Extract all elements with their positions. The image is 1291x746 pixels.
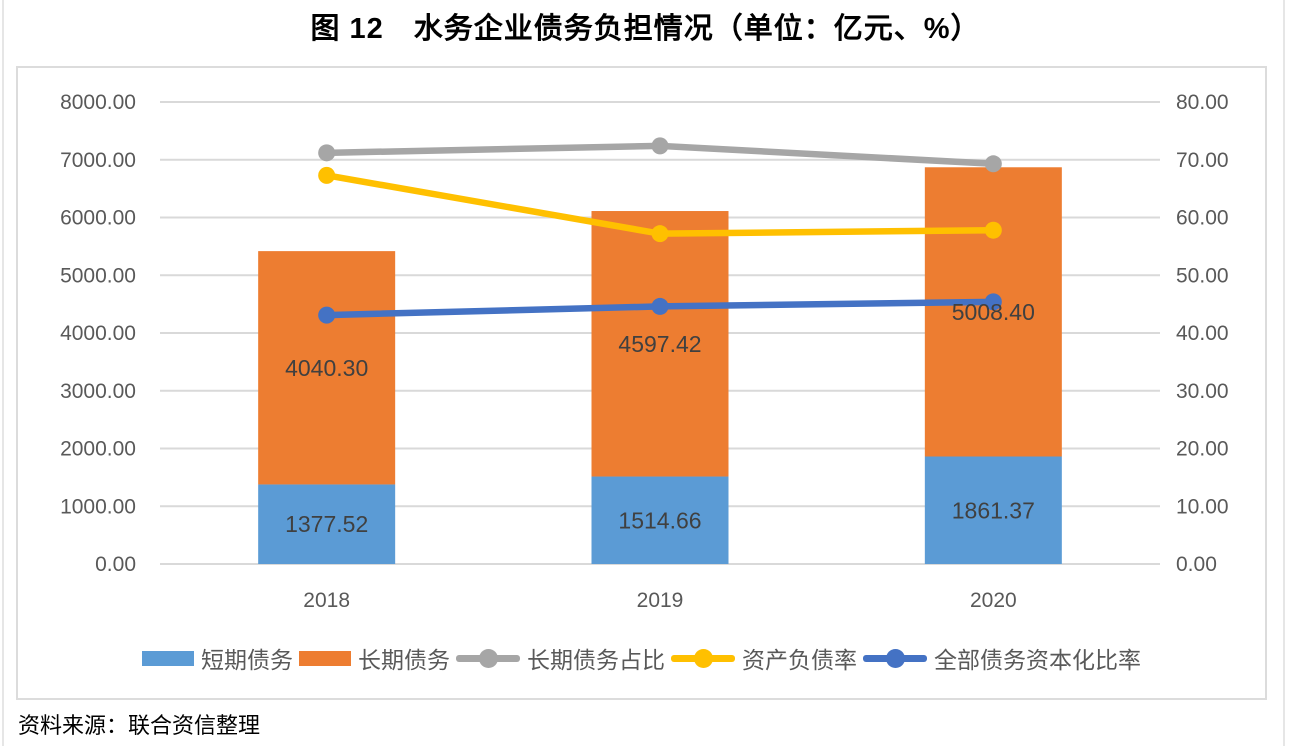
page-border-right — [1283, 0, 1285, 746]
legend-item-line-1: 长期债务占比 — [456, 641, 665, 675]
bar-segment-long-term-debt — [924, 167, 1062, 457]
page-border-left — [2, 0, 4, 746]
legend-line-dot — [886, 648, 905, 668]
right-axis-tick: 60.00 — [1176, 207, 1229, 230]
bar-segment-short-term-debt — [258, 484, 396, 564]
left-axis-tick: 4000.00 — [60, 322, 136, 345]
chart-legend: 短期债务 长期债务 长期债务占比 资产负债率 全部债务资本化比率 — [18, 641, 1265, 675]
bar-segment-long-term-debt — [591, 211, 729, 477]
bar-value-label: 5008.40 — [952, 299, 1035, 325]
legend-item-bar-1: 短期债务 — [142, 641, 293, 675]
left-axis-tick: 0.00 — [95, 553, 136, 576]
line-marker-series-1 — [651, 137, 669, 155]
line-marker-series-3 — [318, 306, 336, 324]
right-axis-tick: 20.00 — [1176, 438, 1229, 461]
bar-value-label: 4040.30 — [285, 355, 368, 381]
left-axis-tick: 7000.00 — [60, 149, 136, 172]
line-marker-series-2 — [651, 225, 669, 243]
legend-line-swatch — [863, 648, 927, 668]
legend-line-swatch — [456, 648, 520, 668]
legend-label: 短期债务 — [201, 647, 293, 673]
legend-item-line-3: 全部债务资本化比率 — [863, 641, 1141, 675]
source-note: 资料来源：联合资信整理 — [18, 713, 261, 738]
legend-item-bar-2: 长期债务 — [299, 641, 450, 675]
legend-label: 资产负债率 — [742, 647, 857, 673]
left-axis-tick: 1000.00 — [60, 495, 136, 518]
legend-item-line-2: 资产负债率 — [671, 641, 857, 675]
left-axis-tick: 5000.00 — [60, 264, 136, 287]
line-marker-series-2 — [984, 221, 1002, 239]
chart-plot-area: 0.00 1000.00 2000.00 3000.00 4000.00 5000.00 6… — [60, 91, 1229, 612]
right-axis-tick: 40.00 — [1176, 322, 1229, 345]
bar-value-label: 1861.37 — [952, 497, 1035, 523]
left-axis-tick: 3000.00 — [60, 380, 136, 403]
bar-value-label: 4597.42 — [618, 331, 701, 357]
category-label: 2018 — [303, 589, 350, 612]
line-marker-series-1 — [984, 155, 1002, 173]
legend-label: 长期债务占比 — [527, 647, 665, 673]
bar-value-label: 1514.66 — [618, 507, 701, 533]
line-marker-series-3 — [984, 293, 1002, 311]
legend-label: 全部债务资本化比率 — [934, 647, 1141, 673]
legend-line-swatch — [671, 648, 735, 668]
chart-frame: 0.00 1000.00 2000.00 3000.00 4000.00 5000.00 6… — [16, 66, 1267, 700]
line-marker-series-1 — [318, 144, 336, 162]
bar-value-label: 1377.52 — [285, 511, 368, 537]
left-axis-tick: 8000.00 — [60, 91, 136, 114]
category-label: 2020 — [970, 589, 1017, 612]
right-axis-tick: 10.00 — [1176, 495, 1229, 518]
right-axis-tick: 0.00 — [1176, 553, 1217, 576]
bar-segment-short-term-debt — [591, 476, 729, 564]
bar-segment-long-term-debt — [258, 251, 396, 485]
legend-line-dot — [694, 648, 713, 668]
right-axis-tick: 50.00 — [1176, 264, 1229, 287]
legend-label: 长期债务 — [358, 647, 450, 673]
bar-segment-short-term-debt — [924, 456, 1062, 564]
left-axis-tick: 2000.00 — [60, 438, 136, 461]
line-marker-series-2 — [318, 166, 336, 184]
right-axis-tick: 30.00 — [1176, 380, 1229, 403]
left-axis-tick: 6000.00 — [60, 207, 136, 230]
category-label: 2019 — [637, 589, 684, 612]
chart-title: 图 12 水务企业债务负担情况（单位：亿元、%） — [310, 13, 981, 45]
right-axis-tick: 70.00 — [1176, 149, 1229, 172]
legend-bar-swatch — [299, 650, 351, 666]
legend-line-dot — [479, 648, 498, 668]
legend-bar-swatch — [142, 650, 194, 666]
right-axis-tick: 80.00 — [1176, 91, 1229, 114]
line-marker-series-3 — [651, 297, 669, 315]
